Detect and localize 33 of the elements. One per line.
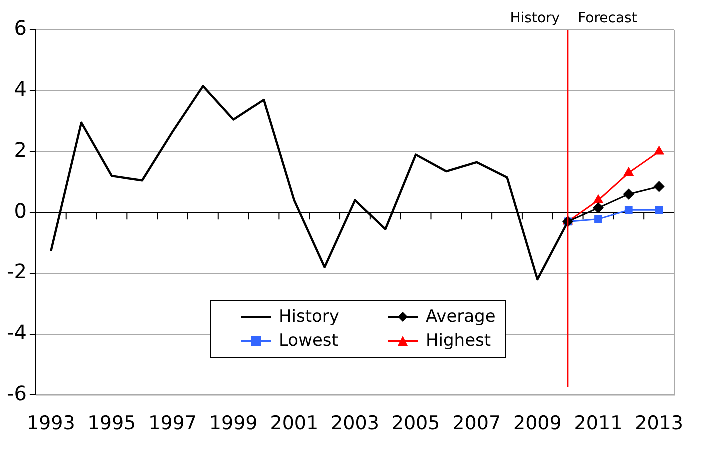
x-tick-label: 2001 — [270, 412, 319, 435]
x-tick-label: 2005 — [392, 412, 440, 435]
text: Forecast — [578, 10, 638, 27]
point — [654, 146, 664, 155]
point — [594, 195, 604, 204]
point — [654, 181, 665, 192]
point — [624, 206, 633, 214]
x-tick-label: 2011 — [574, 412, 623, 435]
legend-label: Highest — [426, 331, 492, 351]
x-tick-label: 2007 — [452, 412, 502, 435]
point — [624, 168, 634, 176]
point — [624, 189, 634, 200]
y-tick-label: -6 — [6, 381, 27, 406]
legend-label: Lowest — [279, 331, 338, 351]
x-tick-label: 1997 — [148, 412, 197, 435]
y-tick-label: -2 — [6, 260, 27, 284]
x-tick-label: 2003 — [331, 412, 380, 435]
x-tick-label: 2013 — [635, 412, 684, 435]
y-tick-label: 2 — [14, 138, 27, 162]
point — [655, 206, 664, 214]
y-tick-label: -4 — [6, 320, 27, 345]
y-tick-label: 0 — [14, 198, 27, 223]
legend-label: History — [279, 307, 340, 327]
x-tick-label: 1993 — [26, 412, 76, 435]
x-tick-label: 2009 — [513, 412, 562, 435]
text: History — [510, 10, 560, 27]
point — [593, 202, 604, 214]
y-tick-label: 4 — [14, 77, 27, 102]
y-tick-label: 6 — [14, 16, 27, 40]
point — [594, 215, 602, 224]
legend-label: Average — [426, 307, 496, 327]
x-tick-label: 1995 — [88, 412, 136, 435]
x-tick-label: 1999 — [209, 412, 258, 435]
